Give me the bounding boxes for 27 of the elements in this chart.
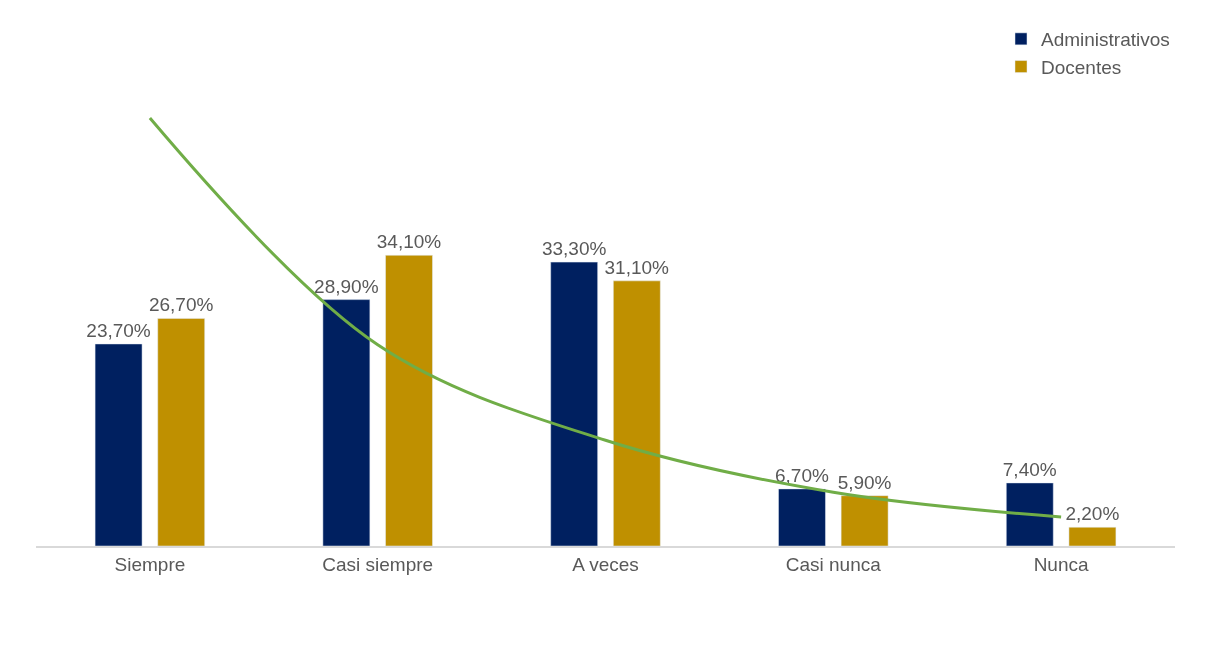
x-tick-label: Casi nunca bbox=[785, 553, 882, 575]
x-tick-label: Nunca bbox=[1033, 553, 1089, 575]
bar bbox=[840, 495, 889, 546]
bar bbox=[385, 255, 433, 546]
data-label: 23,70% bbox=[86, 319, 151, 341]
legend-label: Administrativos bbox=[1041, 29, 1170, 51]
data-label: 33,30% bbox=[541, 238, 607, 260]
bar bbox=[778, 488, 826, 546]
x-tick-label: Casi siempre bbox=[322, 553, 434, 575]
bar bbox=[94, 343, 143, 546]
bar bbox=[1068, 526, 1117, 546]
data-label: 34,10% bbox=[376, 231, 442, 253]
data-label: 26,70% bbox=[148, 294, 214, 316]
bar bbox=[322, 299, 371, 546]
bar bbox=[1006, 482, 1054, 546]
legend-label: Docentes bbox=[1041, 56, 1122, 78]
data-label: 6,70% bbox=[774, 464, 829, 486]
data-label: 7,40% bbox=[1002, 458, 1057, 480]
x-tick-label: A veces bbox=[572, 553, 639, 575]
data-label: 28,90% bbox=[314, 275, 379, 297]
bar bbox=[550, 261, 598, 546]
data-label: 5,90% bbox=[837, 471, 892, 493]
x-tick-label: Siempre bbox=[114, 553, 186, 575]
bar bbox=[157, 318, 205, 546]
data-label: 2,20% bbox=[1065, 503, 1120, 525]
bar bbox=[613, 280, 661, 546]
data-label: 31,10% bbox=[604, 256, 670, 278]
